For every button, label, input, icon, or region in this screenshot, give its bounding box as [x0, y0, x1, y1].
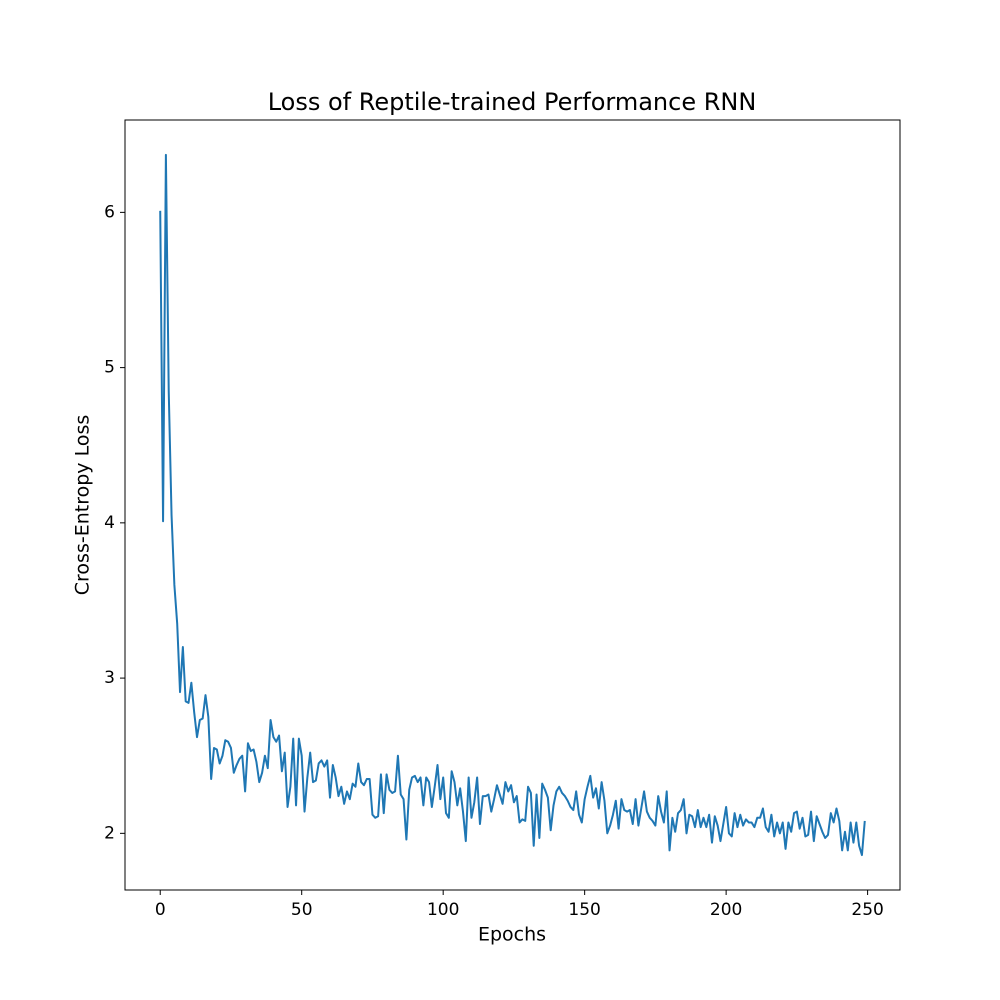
- y-tick-label: 2: [104, 823, 115, 843]
- y-tick-label: 5: [104, 358, 115, 378]
- x-tick-label: 0: [155, 900, 166, 920]
- y-axis-label: Cross-Entropy Loss: [72, 415, 94, 595]
- x-tick-label: 50: [291, 900, 313, 920]
- plot-frame: [124, 119, 901, 891]
- x-tick-label: 100: [427, 900, 459, 920]
- y-tick-label: 6: [104, 202, 115, 222]
- y-tick-label: 4: [104, 513, 115, 533]
- x-tick-label: 150: [568, 900, 600, 920]
- chart-title: Loss of Reptile-trained Performance RNN: [268, 88, 757, 116]
- y-tick-label: 3: [104, 668, 115, 688]
- x-axis-label: Epochs: [478, 924, 546, 946]
- loss-line: [159, 153, 866, 857]
- x-tick-label: 200: [710, 900, 742, 920]
- x-tick-label: 250: [851, 900, 883, 920]
